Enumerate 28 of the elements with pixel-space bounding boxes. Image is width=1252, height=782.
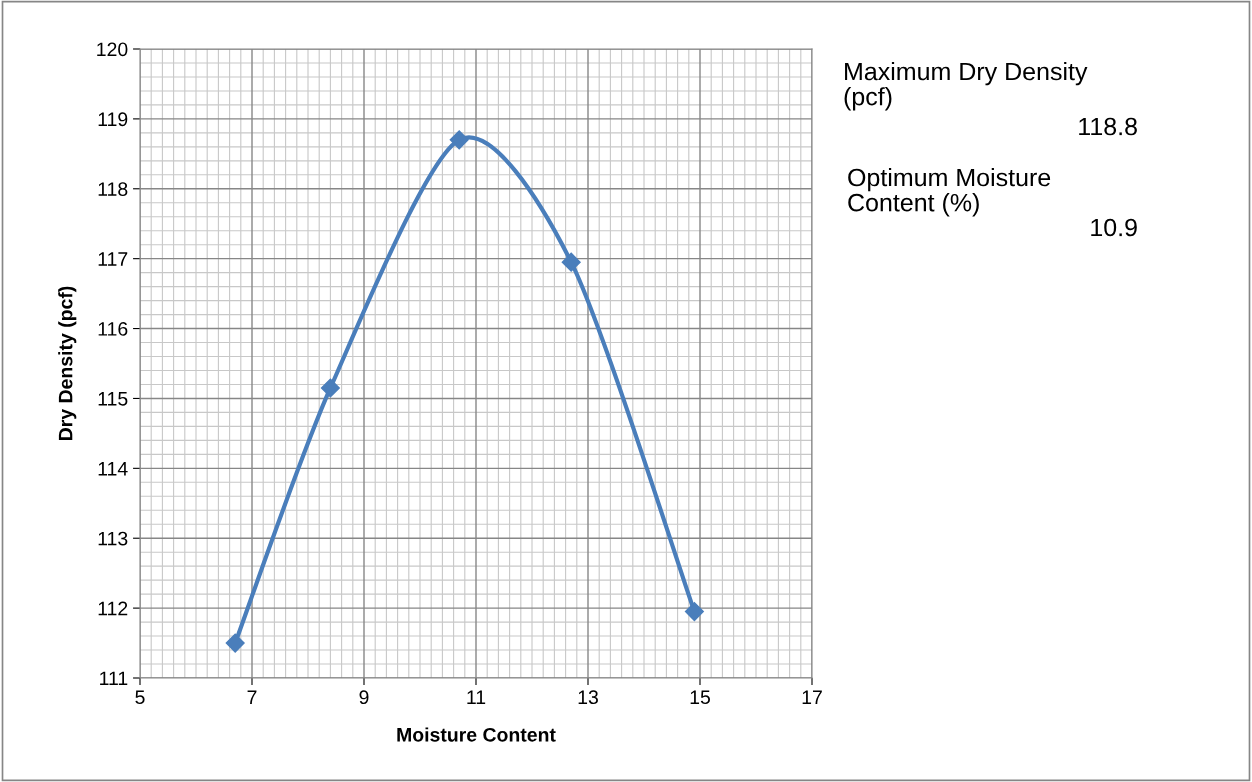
x-tick-label: 9	[359, 690, 369, 705]
y-tick-label: 114	[98, 462, 128, 476]
x-tick-label: 15	[690, 690, 710, 705]
x-tick-label: 17	[802, 690, 822, 704]
y-tick-label: 118	[98, 182, 128, 197]
x-tick-label: 7	[247, 690, 257, 704]
point	[561, 252, 581, 272]
text: Maximum Dry Density (pcf)	[844, 62, 1088, 111]
y-tick-label: 120	[97, 42, 128, 57]
x-axis-title: Moisture Content	[397, 727, 556, 742]
text: 118.8	[1079, 117, 1137, 136]
text: 10.9	[1091, 218, 1137, 237]
y-axis-title: Dry Density (pcf)	[58, 286, 77, 440]
y-tick-label: 116	[98, 322, 128, 336]
y-tick-label: 115	[98, 392, 128, 406]
y-tick-label: 113	[98, 531, 128, 546]
x-tick-label: 5	[135, 690, 145, 705]
y-tick-label: 111	[100, 671, 128, 686]
point	[225, 633, 245, 653]
y-tick-label: 119	[98, 112, 128, 127]
point	[684, 602, 704, 622]
x-tick-label: 13	[578, 690, 598, 705]
y-tick-label: 117	[98, 252, 128, 266]
x-tick-label: 11	[467, 690, 486, 704]
y-tick-label: 112	[98, 601, 128, 616]
point	[449, 130, 469, 150]
point	[320, 378, 340, 398]
text: Optimum Moisture Content (%)	[848, 168, 1051, 217]
